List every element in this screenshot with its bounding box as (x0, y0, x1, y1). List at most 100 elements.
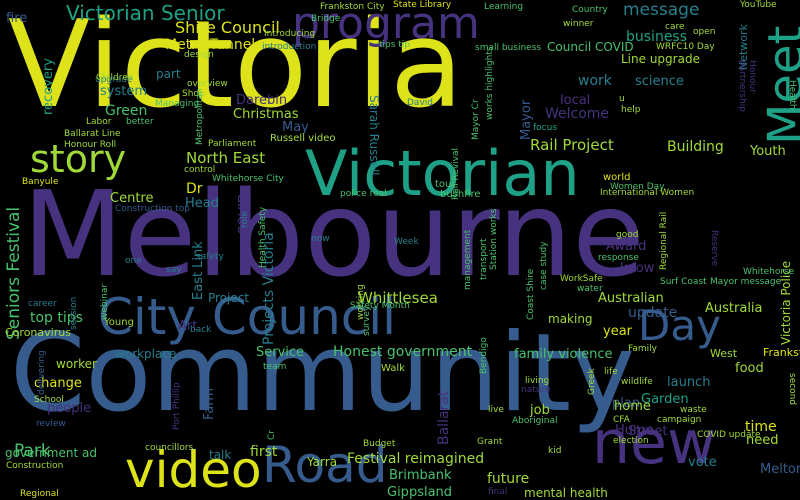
word: family violence (514, 347, 613, 362)
word: councillors (145, 443, 194, 453)
word: City Council (98, 288, 397, 346)
word: West (710, 347, 738, 360)
word: Park (14, 441, 51, 461)
word: Managing (155, 99, 200, 109)
word: people (47, 401, 92, 416)
word: Service (256, 345, 305, 360)
word: Frankston (763, 346, 800, 359)
word: mental health (524, 486, 608, 500)
word: business (626, 29, 688, 45)
word: campaign (657, 415, 702, 425)
word: Garden (641, 392, 689, 407)
word: International Women (600, 188, 695, 198)
word: launch (667, 375, 711, 390)
word: say (166, 265, 182, 275)
word: first (250, 444, 278, 460)
word: Art (178, 319, 198, 334)
word: making (548, 312, 593, 326)
word: response (598, 253, 639, 263)
word: Health (787, 80, 797, 110)
word: workplace (115, 347, 177, 361)
word: Road (262, 436, 388, 494)
word: Australian (598, 291, 664, 306)
word: Head (185, 196, 219, 211)
word: one (125, 256, 142, 266)
word: talk (209, 448, 232, 462)
word: fire (6, 11, 28, 26)
word: WRFC10 Day (656, 42, 715, 52)
word: Farm (202, 387, 217, 420)
word: design (184, 50, 214, 60)
word: small business (475, 43, 542, 53)
word: State Library (393, 0, 452, 10)
word: election (613, 436, 649, 446)
word: Award (606, 239, 647, 254)
word: care (665, 22, 685, 32)
word: Street (628, 424, 668, 439)
word: Health Safety (258, 206, 268, 268)
word: system (100, 84, 147, 99)
word: Surf Coast (660, 277, 707, 287)
word: video (125, 441, 262, 499)
word: Melbourne (22, 165, 645, 303)
word: work (578, 73, 612, 89)
word: food (735, 361, 764, 376)
word: Port Phillip (172, 382, 182, 430)
word: delivering (37, 350, 47, 395)
word: Family (628, 344, 657, 354)
word: Sarah Russell (367, 95, 381, 176)
word: Brimbank (389, 468, 452, 483)
word: Dr (186, 181, 203, 197)
word: webinar (100, 283, 110, 320)
word: Construction (6, 461, 64, 471)
word: Frankston City (320, 2, 385, 12)
word: Aboriginal (512, 416, 558, 426)
word: police real (340, 189, 387, 199)
word: Festival reimagined (347, 451, 485, 467)
word: Budget (363, 439, 396, 449)
word: Regional Rail (659, 211, 669, 270)
word: part (156, 67, 181, 81)
word: team (263, 362, 287, 372)
word: introduction (262, 42, 317, 52)
word: Honest government (333, 344, 473, 360)
word: tips tip (379, 40, 411, 50)
word: life (604, 367, 618, 377)
word: upgrade (95, 75, 133, 85)
word: overview (187, 79, 228, 89)
word: transport (479, 238, 489, 280)
word: Banyule (22, 177, 59, 187)
word: nature (521, 385, 551, 395)
word: better (126, 117, 154, 127)
word: bushfire (440, 189, 481, 200)
word: Welcome (545, 106, 610, 122)
word: good (616, 230, 639, 240)
word: Shop (182, 89, 205, 99)
word: Council COVID (547, 40, 634, 54)
word: Victoria (8, 0, 464, 135)
word: kid (548, 446, 562, 456)
word: Rail Revival (451, 148, 461, 200)
word: Ballarat Line (64, 129, 121, 139)
word: wildlife (621, 377, 653, 387)
word: Rail Project (530, 136, 614, 154)
word: Honour Roll (64, 140, 117, 150)
word: May (282, 120, 309, 135)
word: Women Day (610, 182, 665, 192)
word: need (746, 433, 779, 448)
word: survey (362, 305, 372, 336)
word: Christmas (233, 107, 299, 122)
word: Whitehorse City (212, 174, 284, 184)
word: second (787, 373, 797, 406)
word: Grant (477, 437, 503, 447)
word: Cr (267, 430, 277, 440)
word: Victorian Senior (66, 1, 225, 25)
word: East Link (191, 241, 206, 300)
word: management (463, 229, 473, 290)
word: Line upgrade (621, 52, 700, 66)
word: David (407, 98, 433, 108)
word: time (745, 419, 777, 435)
word: government ad (5, 446, 97, 460)
word: Australia (705, 301, 763, 316)
word: living (525, 376, 550, 386)
